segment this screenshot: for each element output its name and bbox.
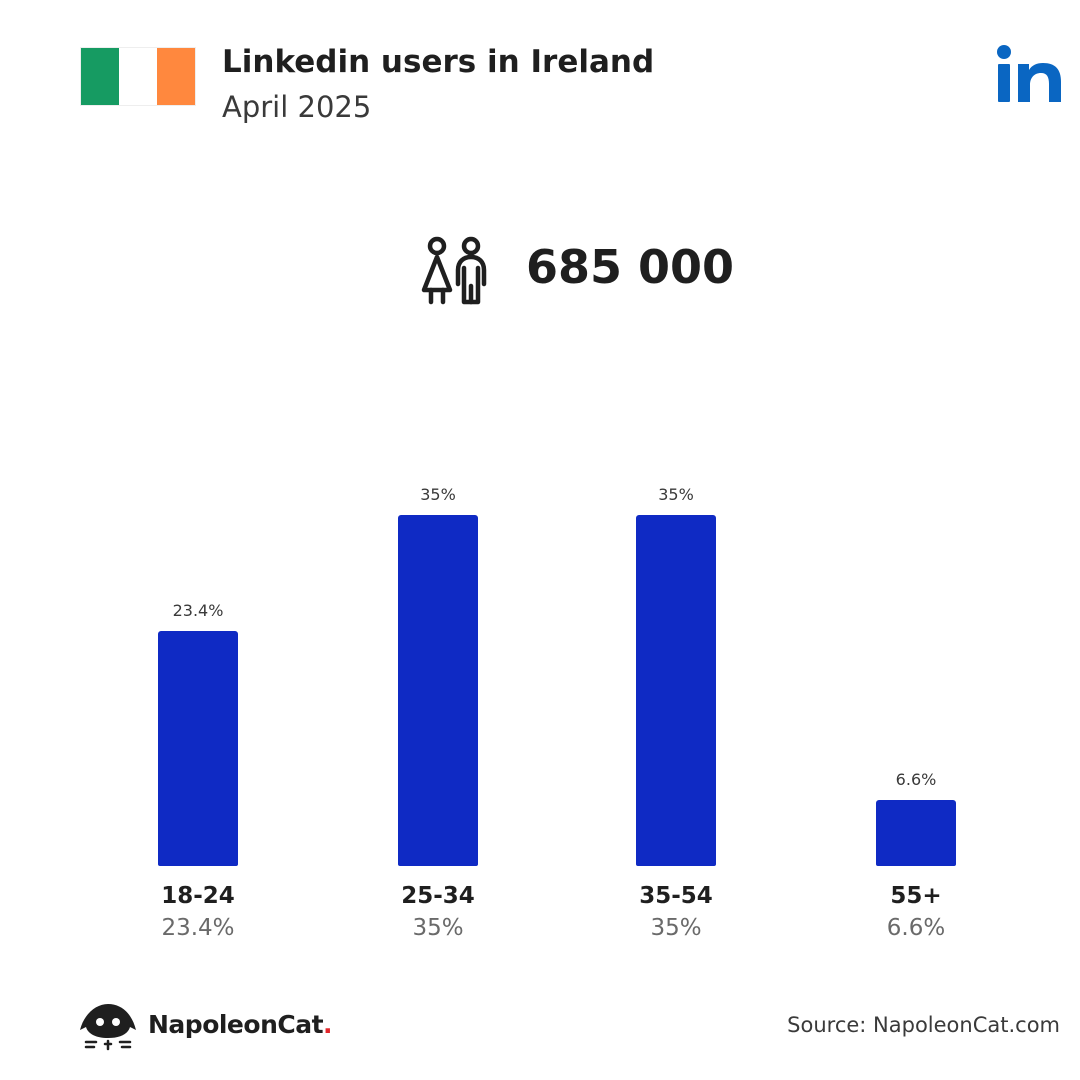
- category-label: 18-24: [161, 883, 235, 909]
- bar-25-34: [398, 514, 478, 866]
- category-label: 25-34: [401, 883, 475, 909]
- footer-brand-dot: .: [323, 1010, 333, 1039]
- page-subtitle: April 2025: [222, 90, 372, 124]
- category-value: 6.6%: [886, 915, 946, 941]
- bar-35-54: [636, 514, 716, 866]
- bar-value-label: 35%: [420, 484, 456, 504]
- source-text: Source: NapoleonCat.com: [787, 1013, 1060, 1037]
- footer-brand-name: NapoleonCat: [148, 1010, 324, 1039]
- linkedin-logo-icon: [997, 45, 1061, 102]
- category-value: 35%: [412, 915, 464, 941]
- bar-value-label: 35%: [658, 484, 694, 504]
- bar-value-label: 6.6%: [895, 769, 937, 789]
- flag-stripe-white: [119, 48, 157, 105]
- flag-stripe-orange: [157, 48, 195, 105]
- bar-55+: [876, 799, 956, 866]
- footer-brand: NapoleonCat.: [148, 1010, 333, 1039]
- bar-18-24: [158, 631, 238, 866]
- bar-value-label: 23.4%: [172, 601, 224, 621]
- total-users-value: 685 000: [526, 240, 735, 294]
- flag-stripe-green: [81, 48, 119, 105]
- category-label: 55+: [890, 883, 942, 909]
- ireland-flag-icon: [80, 47, 196, 106]
- users-icon: [421, 236, 487, 305]
- category-label: 35-54: [639, 883, 713, 909]
- category-value: 23.4%: [161, 915, 235, 941]
- napoleoncat-logo-icon: [80, 1004, 136, 1051]
- category-value: 35%: [650, 915, 702, 941]
- page-title: Linkedin users in Ireland: [222, 44, 655, 80]
